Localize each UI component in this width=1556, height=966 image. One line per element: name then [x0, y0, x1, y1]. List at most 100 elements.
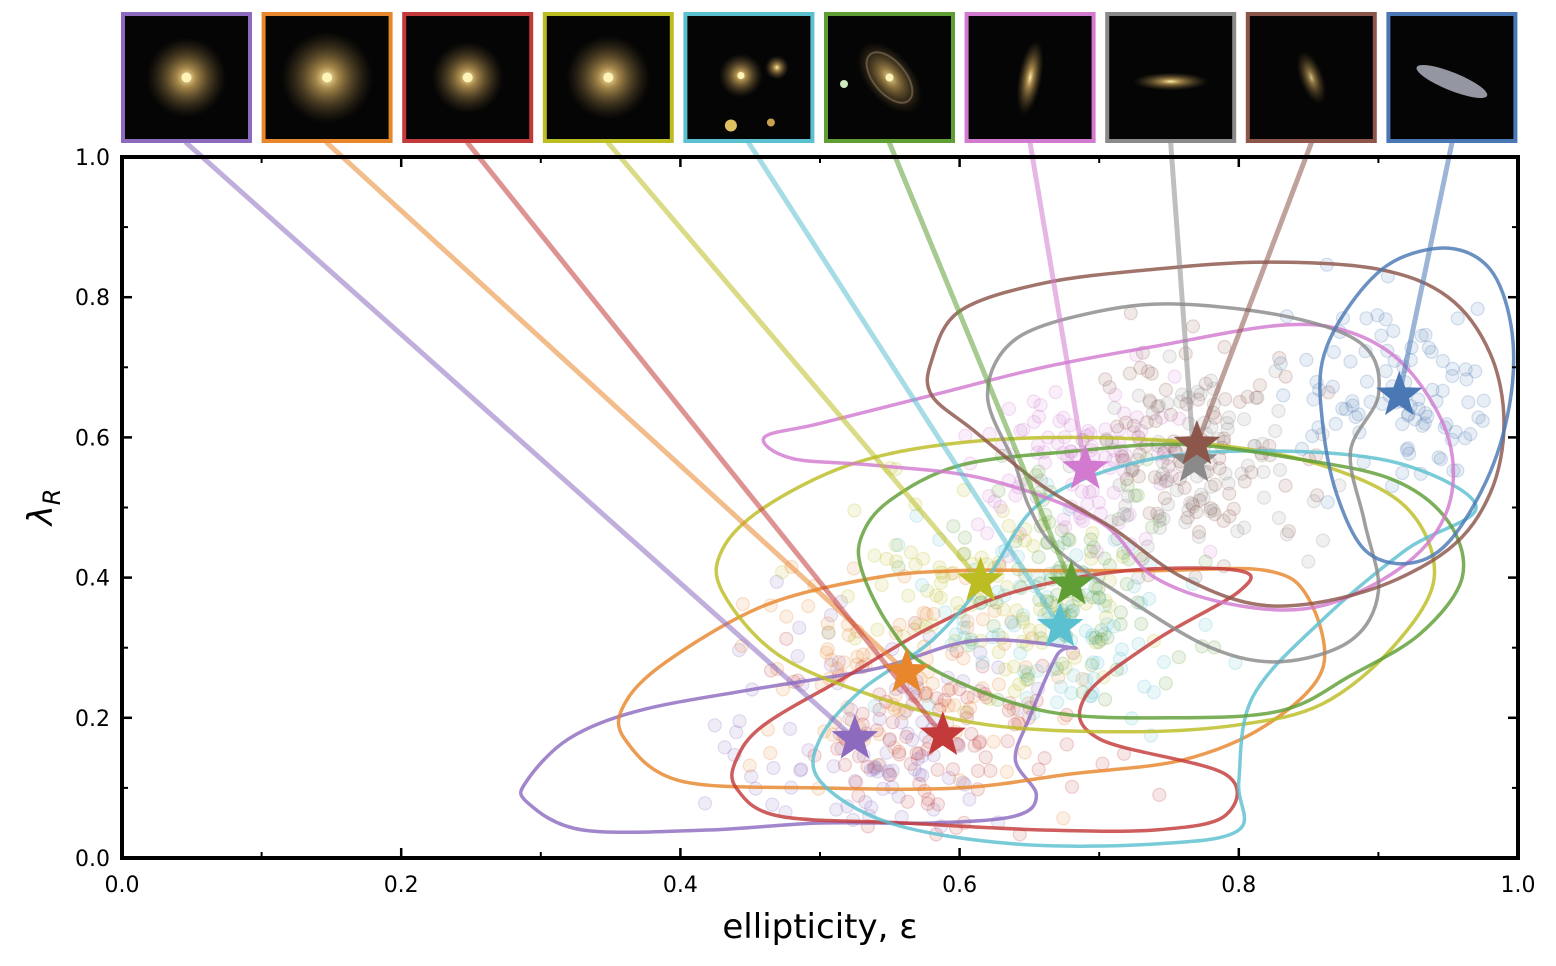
- connector-line: [887, 140, 1074, 588]
- scatter-point: [1102, 380, 1117, 395]
- scatter-point: [1154, 410, 1169, 425]
- scatter-point: [995, 504, 1010, 519]
- scatter-point: [1097, 626, 1112, 641]
- galaxy-thumbnail: [542, 12, 674, 143]
- scatter-point: [1158, 676, 1173, 691]
- scatter-point: [793, 763, 808, 778]
- scatter-point: [870, 757, 886, 773]
- scatter-point: [1106, 453, 1121, 468]
- centroid-star: [957, 556, 1004, 601]
- scatter-point: [1145, 406, 1160, 421]
- scatter-point: [1272, 462, 1288, 478]
- scatter-point: [872, 757, 887, 773]
- scatter-point: [916, 605, 931, 621]
- connector-line: [1027, 140, 1088, 472]
- scatter-point: [1157, 491, 1172, 506]
- scatter-point: [1448, 424, 1463, 440]
- scatter-point: [948, 627, 964, 642]
- connector-line: [465, 140, 946, 738]
- scatter-point: [1119, 472, 1134, 487]
- scatter-point: [717, 740, 732, 755]
- x-tick-label: 0.6: [942, 873, 977, 898]
- scatter-point: [1083, 551, 1099, 566]
- scatter-point: [1153, 471, 1168, 486]
- scatter-point: [1153, 476, 1168, 491]
- scatter-point: [1435, 383, 1450, 398]
- scatter-point: [1006, 618, 1022, 633]
- y-tick-label: 0.0: [75, 847, 110, 872]
- scatter-point: [952, 773, 968, 788]
- scatter-point: [782, 721, 798, 737]
- scatter-point: [1476, 393, 1491, 408]
- scatter-point: [1018, 660, 1033, 675]
- scatter-point: [1359, 374, 1375, 389]
- scatter-point: [1301, 554, 1316, 569]
- scatter-point: [1240, 458, 1256, 473]
- scatter-point: [1185, 499, 1201, 514]
- scatter-point: [980, 526, 995, 541]
- scatter-point: [1450, 311, 1465, 326]
- scatter-point: [1252, 378, 1268, 393]
- scatter-point: [1134, 616, 1149, 632]
- scatter-point: [1192, 493, 1207, 508]
- scatter-point: [882, 732, 898, 747]
- scatter-point: [1411, 392, 1426, 407]
- scatter-point: [1129, 410, 1145, 425]
- scatter-point: [1236, 520, 1252, 535]
- scatter-point: [998, 662, 1013, 677]
- scatter-point: [1130, 488, 1145, 503]
- scatter-point: [1222, 486, 1237, 501]
- scatter-point: [933, 575, 949, 591]
- scatter-point: [1122, 366, 1138, 381]
- scatter-point: [1218, 466, 1233, 481]
- scatter-point: [769, 574, 784, 589]
- scatter-point: [1031, 464, 1046, 479]
- connector-line: [1168, 140, 1197, 465]
- scatter-point: [882, 733, 897, 748]
- scatter-point: [919, 606, 934, 622]
- scatter-point: [1091, 590, 1107, 606]
- scatter-point: [1082, 485, 1097, 500]
- scatter-point: [960, 614, 975, 629]
- scatter-point: [1189, 504, 1204, 520]
- scatter-point: [962, 700, 978, 716]
- scatter-point: [1031, 409, 1047, 424]
- scatter-point: [870, 764, 885, 779]
- scatter-point: [1191, 529, 1206, 544]
- centroid-stars: [831, 370, 1423, 759]
- scatter-point: [1118, 448, 1133, 463]
- scatter-point: [1470, 301, 1485, 316]
- scatter-point: [885, 715, 900, 730]
- scatter-point: [991, 677, 1007, 692]
- scatter-point: [779, 609, 794, 624]
- density-contours: [518, 246, 1516, 848]
- x-tick-label: 0.8: [1221, 873, 1256, 898]
- scatter-point: [1407, 412, 1423, 427]
- scatter-point: [1315, 533, 1331, 548]
- x-axis-label: ellipticity, ε: [722, 907, 917, 947]
- y-tick-label: 0.6: [75, 426, 110, 451]
- scatter-point: [1221, 476, 1236, 491]
- scatter-point: [1230, 524, 1245, 539]
- scatter-point: [821, 625, 836, 640]
- scatter-point: [1220, 416, 1235, 431]
- scatter-point: [1035, 658, 1050, 674]
- scatter-point: [1226, 501, 1241, 516]
- scatter-point: [735, 596, 751, 612]
- scatter-point: [1056, 512, 1071, 527]
- scatter-point: [831, 655, 846, 670]
- scatter-point: [1062, 533, 1077, 548]
- scatter-point: [866, 762, 881, 777]
- scatter-point: [1203, 504, 1218, 519]
- scatter-point: [946, 519, 961, 534]
- scatter-point: [1111, 515, 1126, 530]
- scatter-point: [1459, 372, 1474, 387]
- scatter-point: [926, 606, 941, 622]
- scatter-point: [1281, 524, 1297, 539]
- y-tick-label: 0.2: [75, 707, 110, 732]
- scatter-point: [1107, 400, 1122, 415]
- scatter-point: [885, 763, 900, 778]
- scatter-point: [1386, 323, 1401, 339]
- scatter-point: [1015, 611, 1030, 627]
